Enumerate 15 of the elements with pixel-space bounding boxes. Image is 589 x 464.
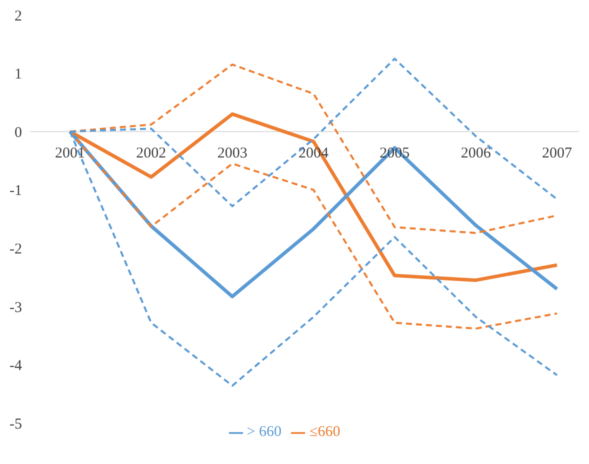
x-tick-label: 2002 (136, 146, 166, 162)
x-tick-label: 2003 (217, 146, 248, 162)
x-tick-label: 2007 (542, 146, 572, 162)
y-tick-label: -2 (10, 241, 22, 258)
y-tick-label: -3 (10, 300, 22, 316)
y-tick-label: 0 (14, 124, 22, 141)
legend-label: > 660 (246, 424, 282, 440)
y-tick-label: -1 (10, 183, 22, 200)
x-tick-label: 2006 (460, 146, 492, 162)
y-tick-label: 1 (14, 66, 22, 83)
y-tick-label: -5 (10, 416, 22, 432)
y-tick-label: -4 (10, 358, 22, 374)
x-tick-label: 2001 (55, 146, 85, 162)
legend-label: ≤660 (309, 424, 340, 440)
y-tick-label: 2 (14, 8, 22, 24)
